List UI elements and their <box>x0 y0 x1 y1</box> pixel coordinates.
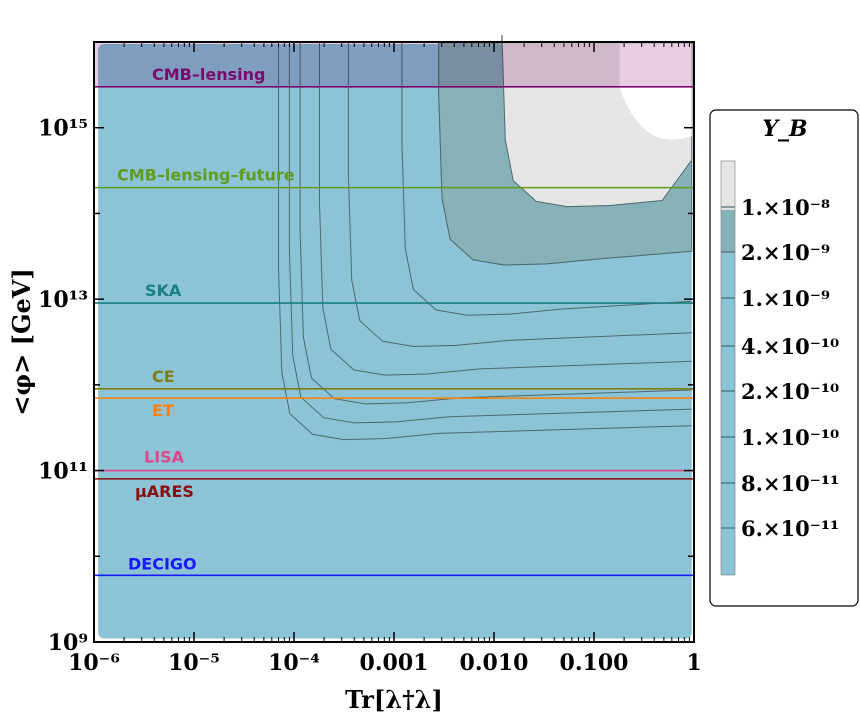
line-label-6: μARES <box>135 482 194 501</box>
colorbar-frame <box>709 109 859 607</box>
x-tick-label-1: 10⁻⁵ <box>168 650 220 676</box>
colorbar-label-7: 1.×10⁻⁸ <box>741 195 830 220</box>
colorbar-band <box>721 210 735 252</box>
colorbar-top <box>721 161 735 210</box>
x-tick-label-6: 1 <box>686 650 701 676</box>
plot-layer <box>95 35 693 639</box>
colorbar-label-0: 6.×10⁻¹¹ <box>741 516 839 541</box>
line-label-2: SKA <box>145 281 182 300</box>
axes: 10⁻⁶ 10⁻⁵ 10⁻⁴ 0.001 0.010 0.100 1 10⁹ 10¹¹ 10¹³ 1… <box>38 41 702 676</box>
colorbar: Y_B 6.×10⁻¹¹ 8.×10⁻¹¹ 1.×10⁻¹⁰ 2.×10⁻¹⁰ 4.×10… <box>709 109 859 607</box>
x-tick-label-3: 0.001 <box>360 650 429 676</box>
line-label-1: CMB–lensing–future <box>117 166 295 185</box>
x-axis-label: Tr[λ†λ] <box>345 685 443 714</box>
contour-line-8e-11 <box>288 42 692 424</box>
x-tick-label-4: 0.010 <box>460 650 529 676</box>
x-tick-label-2: 10⁻⁴ <box>268 650 320 676</box>
contour-line-1e-9 <box>401 42 692 316</box>
line-label-0: CMB–lensing <box>152 65 265 84</box>
experiment-lines: CMB–lensing CMB–lensing–future SKA CE ET LISA… <box>94 65 694 577</box>
colorbar-label-6: 2.×10⁻⁹ <box>741 240 830 265</box>
colorbar-label-1: 8.×10⁻¹¹ <box>741 471 839 496</box>
colorbar-outline <box>720 160 736 576</box>
colorbar-base <box>721 161 735 575</box>
y-tick-label-3: 10¹⁵ <box>38 116 88 142</box>
line-label-3: CE <box>152 367 175 386</box>
colorbar-title: Y_B <box>762 116 807 142</box>
contour-line-4e-10 <box>347 42 692 348</box>
x-tick-label-5: 0.100 <box>560 650 629 676</box>
contour-line-2e-10 <box>319 42 692 376</box>
line-label-7: DECIGO <box>128 554 197 573</box>
y-axis-label: <φ> [GeV] <box>7 268 36 415</box>
y-tick-label-1: 10¹¹ <box>38 459 88 485</box>
y-tick-label-0: 10⁹ <box>48 630 88 656</box>
y-tick-label-2: 10¹³ <box>38 287 88 313</box>
line-label-4: ET <box>152 401 174 420</box>
colorbar-label-3: 2.×10⁻¹⁰ <box>741 379 839 404</box>
colorbar-label-5: 1.×10⁻⁹ <box>741 286 830 311</box>
x-tick-label-0: 10⁻⁶ <box>68 650 120 676</box>
colorbar-label-4: 4.×10⁻¹⁰ <box>741 334 839 359</box>
line-label-5: LISA <box>144 448 185 467</box>
colorbar-label-2: 1.×10⁻¹⁰ <box>741 425 839 450</box>
